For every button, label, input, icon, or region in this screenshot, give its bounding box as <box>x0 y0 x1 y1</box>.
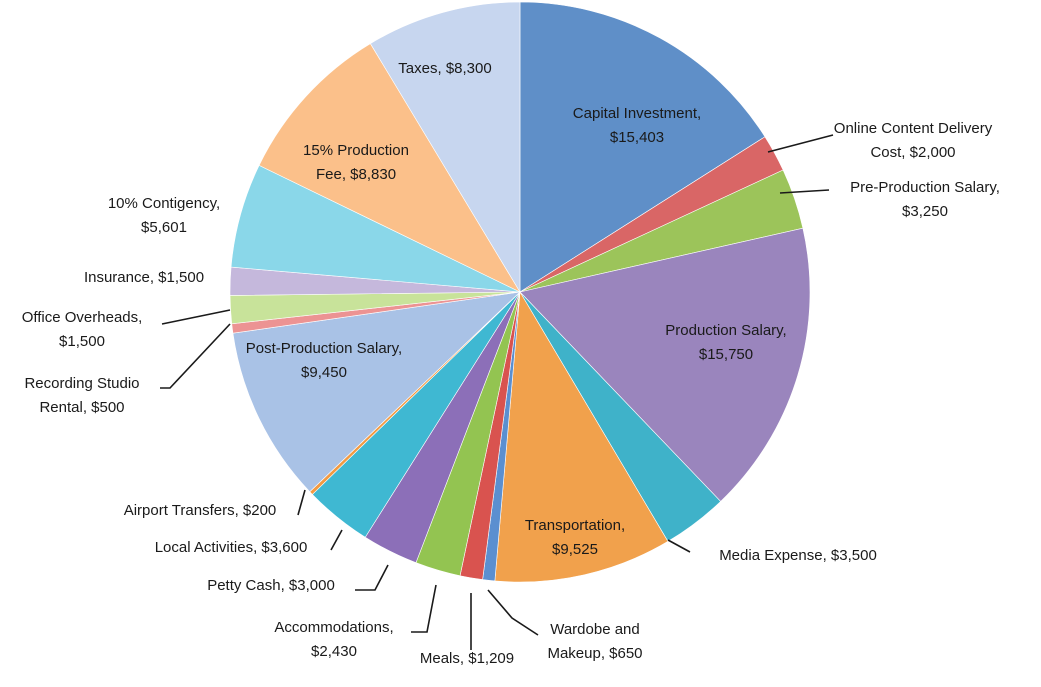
slice-label-12: Post-Production Salary, $9,450 <box>246 340 402 381</box>
slice-label-line: Meals, $1,209 <box>420 650 514 667</box>
slice-label-line: $9,525 <box>552 541 598 558</box>
pie-slices <box>229 1 811 583</box>
slice-label-line: Insurance, $1,500 <box>84 269 204 286</box>
slice-label-line: Media Expense, $3,500 <box>719 547 877 564</box>
leader-line-9 <box>355 564 389 591</box>
leader-line-6 <box>487 589 539 636</box>
leader-line-2 <box>779 189 830 194</box>
slice-label-line: $9,450 <box>301 364 347 381</box>
slice-label-line: Transportation, <box>525 517 625 534</box>
pie-slice-17 <box>258 43 521 293</box>
slice-label-line: Production Salary, <box>665 322 786 339</box>
slice-label-11: Airport Transfers, $200 <box>124 502 277 519</box>
pie-slice-18 <box>369 1 521 294</box>
slice-label-9: Petty Cash, $3,000 <box>207 577 335 594</box>
slice-label-5: Transportation, $9,525 <box>525 517 625 558</box>
slice-label-line: Recording Studio <box>24 375 139 392</box>
leader-line-11 <box>297 489 306 516</box>
slice-label-8: Accommodations, $2,430 <box>274 619 393 660</box>
pie-slice-3 <box>519 227 811 502</box>
slice-label-line: Accommodations, <box>274 619 393 636</box>
leader-line-14 <box>161 309 231 325</box>
slice-label-line: Online Content Delivery <box>834 120 993 137</box>
slice-label-line: $15,750 <box>699 346 753 363</box>
slice-label-line: Petty Cash, $3,000 <box>207 577 335 594</box>
slice-label-4: Media Expense, $3,500 <box>719 547 877 564</box>
slice-label-line: Fee, $8,830 <box>316 166 396 183</box>
slice-label-line: Rental, $500 <box>39 399 124 416</box>
slice-label-line: 10% Contigency, <box>108 195 220 212</box>
slice-label-7: Meals, $1,209 <box>420 650 514 667</box>
leader-line-13 <box>160 323 231 389</box>
slice-label-line: $15,403 <box>610 129 664 146</box>
leader-line-4 <box>667 539 691 553</box>
pie-slice-12 <box>232 291 521 493</box>
slice-label-line: Airport Transfers, $200 <box>124 502 277 519</box>
slice-label-16: 10% Contigency, $5,601 <box>108 195 220 236</box>
pie-slice-0 <box>519 1 766 293</box>
slice-label-line: Pre-Production Salary, <box>850 179 1000 196</box>
slice-label-3: Production Salary, $15,750 <box>665 322 786 363</box>
slice-label-line: $2,430 <box>311 643 357 660</box>
slice-label-line: $3,250 <box>902 203 948 220</box>
slice-label-line: Wardobe and <box>550 621 640 638</box>
pie-slice-5 <box>494 291 669 583</box>
slice-label-line: Local Activities, $3,600 <box>155 539 308 556</box>
slice-label-15: Insurance, $1,500 <box>84 269 204 286</box>
slice-label-line: Taxes, $8,300 <box>398 60 491 77</box>
slice-label-0: Capital Investment, $15,403 <box>573 105 701 146</box>
slice-label-line: $5,601 <box>141 219 187 236</box>
leader-line-10 <box>330 529 343 551</box>
leader-line-1 <box>767 134 834 153</box>
slice-label-17: 15% Production Fee, $8,830 <box>303 142 409 183</box>
slice-labels: Capital Investment, $15,403 Online Content… <box>22 60 1000 667</box>
slice-label-line: Office Overheads, <box>22 309 143 326</box>
slice-label-line: Makeup, $650 <box>547 645 642 662</box>
slice-label-line: 15% Production <box>303 142 409 159</box>
slice-label-14: Office Overheads, $1,500 <box>22 309 143 350</box>
slice-label-18: Taxes, $8,300 <box>398 60 491 77</box>
slice-label-line: Post-Production Salary, <box>246 340 402 357</box>
slice-label-13: Recording Studio Rental, $500 <box>24 375 139 416</box>
slice-label-line: Capital Investment, <box>573 105 701 122</box>
slice-label-2: Pre-Production Salary, $3,250 <box>850 179 1000 220</box>
slice-label-1: Online Content Delivery Cost, $2,000 <box>834 120 993 161</box>
leader-lines <box>160 134 834 650</box>
slice-label-10: Local Activities, $3,600 <box>155 539 308 556</box>
slice-label-line: Cost, $2,000 <box>870 144 955 161</box>
slice-label-6: Wardobe and Makeup, $650 <box>547 621 642 662</box>
leader-line-8 <box>411 584 437 633</box>
slice-label-line: $1,500 <box>59 333 105 350</box>
